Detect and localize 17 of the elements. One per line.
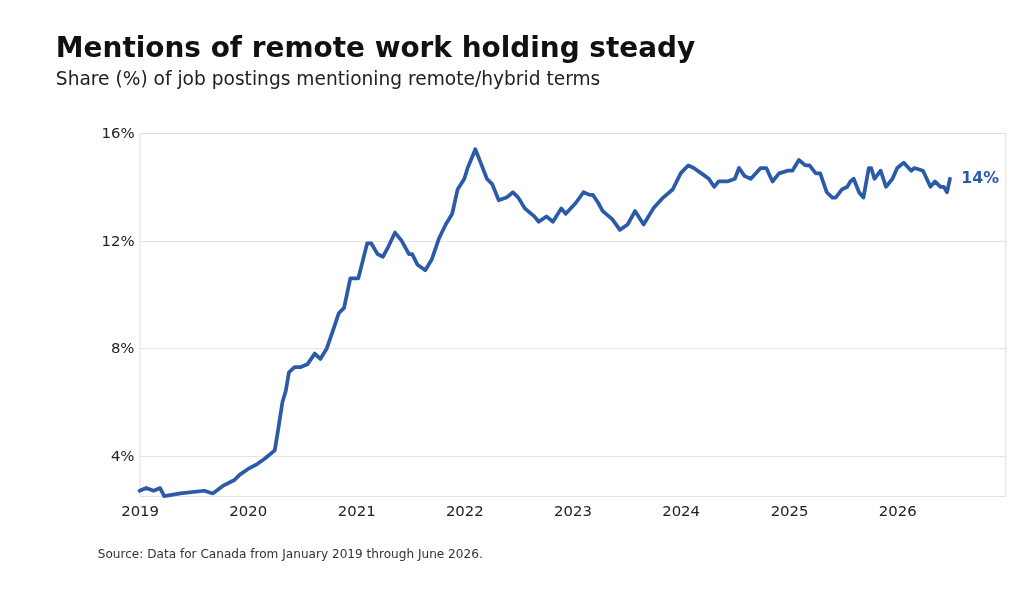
- x-tick-label: 2023: [554, 502, 592, 521]
- x-tick-label: 2019: [121, 502, 160, 521]
- x-tick-label: 2026: [878, 502, 917, 521]
- y-tick-label: 16%: [101, 124, 135, 143]
- x-tick-label: 2025: [770, 502, 809, 521]
- x-tick-label: 2024: [662, 502, 701, 521]
- y-tick-label: 12%: [101, 231, 135, 250]
- source-note: Source: Data for Canada from January 2019 through June 2026.: [97, 547, 483, 562]
- y-tick-label: 4%: [110, 446, 135, 465]
- chart-title: Mentions of remote work holding steady: [55, 30, 696, 64]
- chart-subtitle: Share (%) of job postings mentioning remote/hybrid terms: [55, 67, 601, 89]
- x-tick-label: 2022: [445, 502, 484, 521]
- y-tick-label: 8%: [110, 339, 135, 358]
- x-tick-label: 2021: [337, 502, 376, 521]
- line-series: [137, 147, 952, 498]
- annotation: 14%: [961, 168, 1000, 188]
- x-tick-label: 2020: [229, 502, 268, 521]
